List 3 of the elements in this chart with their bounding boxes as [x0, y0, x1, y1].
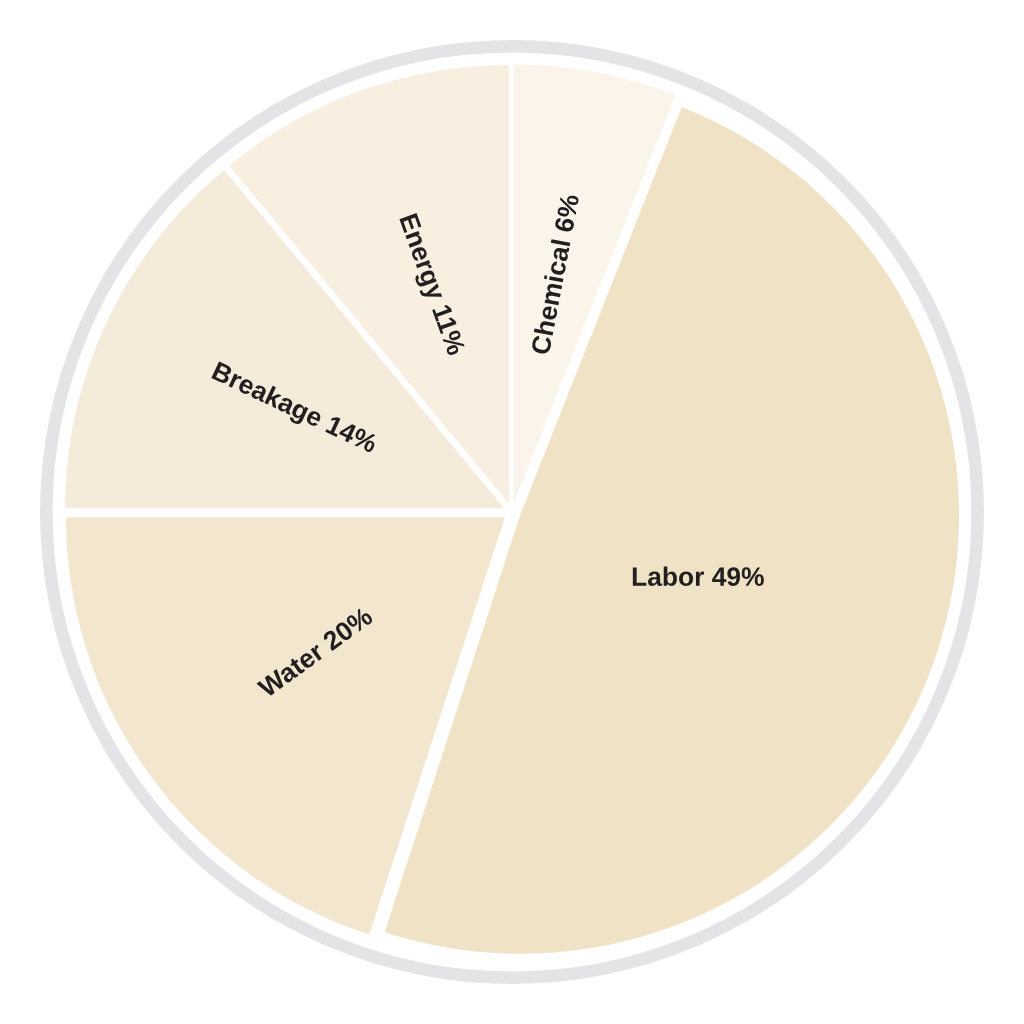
slice-label: Labor 49% — [632, 566, 764, 586]
slice-label: Energy 11% — [394, 212, 467, 359]
slice-label: Chemical 6% — [530, 193, 580, 356]
